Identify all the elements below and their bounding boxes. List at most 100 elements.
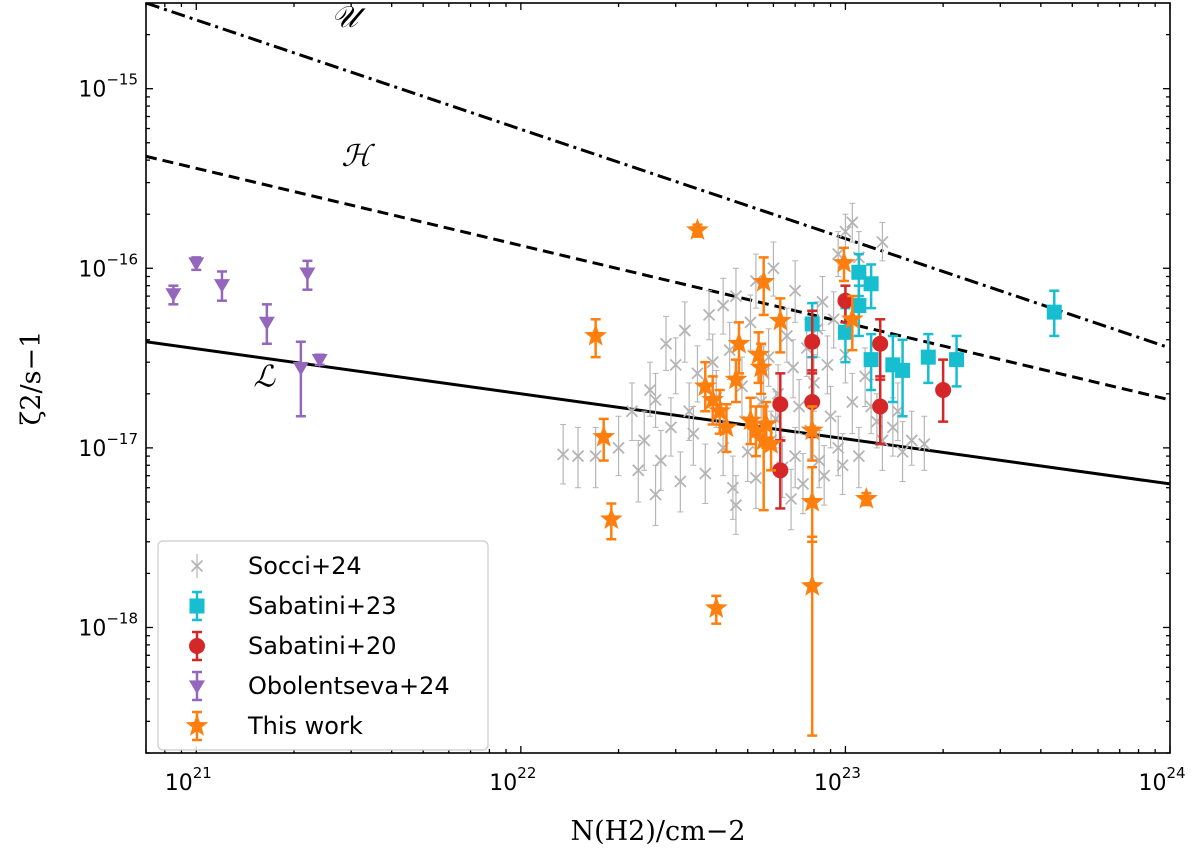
data-point: [747, 342, 770, 365]
data-point: [701, 387, 725, 410]
data-point: [699, 467, 712, 480]
data-point: [896, 445, 909, 459]
curve-U: [146, 3, 1170, 350]
data-point: [165, 288, 182, 302]
legend-label: Sabatini+20: [248, 632, 397, 660]
curve-H: [146, 154, 1170, 402]
data-point: [824, 410, 837, 423]
data-point: [693, 374, 717, 397]
data-point: [935, 382, 952, 399]
data-point: [638, 434, 651, 447]
data-point: [704, 596, 728, 618]
x-axis-title: N(H2)/cm−2: [570, 816, 745, 847]
data-point: [789, 284, 802, 297]
data-point: [702, 308, 716, 322]
data-point: [643, 383, 657, 397]
data-point: [918, 437, 931, 451]
data-point: [813, 454, 826, 467]
data-point: [767, 262, 780, 275]
data-point: [752, 428, 776, 451]
data-point: [258, 316, 275, 331]
legend-box: [157, 540, 489, 751]
data-point: [654, 454, 667, 467]
data-point: [664, 421, 678, 434]
data-point: [592, 424, 616, 447]
legend-entry: This work: [185, 710, 363, 742]
legend-entry: Sabatini+20: [189, 630, 397, 662]
legend-label: Sabatini+23: [248, 592, 397, 620]
data-point: [846, 395, 859, 409]
data-point: [649, 393, 662, 407]
data-point: [727, 331, 751, 354]
data-point: [723, 344, 736, 357]
data-point: [839, 225, 852, 238]
x-tick-label: 1024: [1138, 764, 1185, 796]
data-point: [796, 477, 810, 491]
legend-label: This work: [247, 712, 363, 740]
x-tick-label: 1022: [489, 764, 536, 796]
data-point: [749, 471, 763, 485]
data-point: [800, 418, 824, 441]
y-tick-label: 10−15: [78, 71, 138, 103]
data-point: [832, 251, 856, 273]
data-point: [846, 216, 859, 229]
y-tick-label: 10−17: [78, 430, 138, 462]
series-sabatini-23: [804, 252, 1062, 418]
data-point: [612, 441, 625, 455]
data-point: [674, 475, 687, 488]
data-point: [772, 462, 789, 479]
data-point: [584, 323, 608, 346]
data-point: [686, 218, 709, 240]
data-point: [827, 313, 840, 326]
data-point: [708, 399, 732, 421]
legend-entry: Socci+24: [190, 552, 362, 580]
x-tick-label: 1021: [165, 764, 212, 796]
data-point: [863, 352, 879, 368]
data-point: [213, 279, 230, 293]
data-point: [768, 308, 792, 331]
legend-label: Obolentseva+24: [248, 672, 450, 700]
data-point: [739, 408, 762, 431]
data-point: [836, 459, 849, 472]
data-point: [729, 498, 743, 512]
axes: 1021 1022 1023 1024 10−18 10−17 10−16 10−15 N(H2…: [16, 2, 1186, 847]
data-point: [599, 507, 623, 530]
data-point: [876, 235, 889, 249]
data-point: [852, 449, 865, 463]
curve-label-H: ℋ: [341, 139, 375, 174]
data-point: [772, 396, 789, 413]
series-obolentseva-24: [165, 256, 328, 418]
data-point: [851, 264, 867, 280]
data-point: [632, 464, 645, 477]
data-point: [818, 469, 831, 482]
data-point: [729, 289, 743, 303]
y-axis-title: ζ2/s−1: [16, 331, 47, 426]
data-point: [749, 355, 773, 378]
curve-label-L: ℒ: [253, 359, 276, 394]
data-point: [759, 432, 783, 454]
data-point: [311, 354, 328, 368]
data-point: [949, 352, 965, 368]
plot-frame: [145, 2, 1171, 754]
data-point: [872, 398, 889, 415]
data-point: [669, 358, 682, 371]
data-point: [792, 400, 806, 413]
data-point: [625, 405, 639, 418]
data-point: [789, 449, 802, 463]
data-point: [854, 486, 878, 509]
data-series: [165, 202, 1062, 737]
data-point: [188, 257, 205, 272]
data-point: [837, 324, 853, 340]
legend-entry: Sabatini+23: [189, 590, 397, 622]
data-point: [895, 362, 911, 378]
data-point: [754, 412, 778, 435]
data-point: [886, 421, 899, 434]
data-point: [786, 361, 800, 374]
data-point: [691, 367, 704, 380]
data-point: [920, 349, 936, 365]
data-point: [816, 295, 829, 309]
data-point: [683, 405, 696, 418]
data-point: [292, 361, 309, 376]
data-point: [807, 376, 821, 390]
data-point: [706, 356, 719, 369]
